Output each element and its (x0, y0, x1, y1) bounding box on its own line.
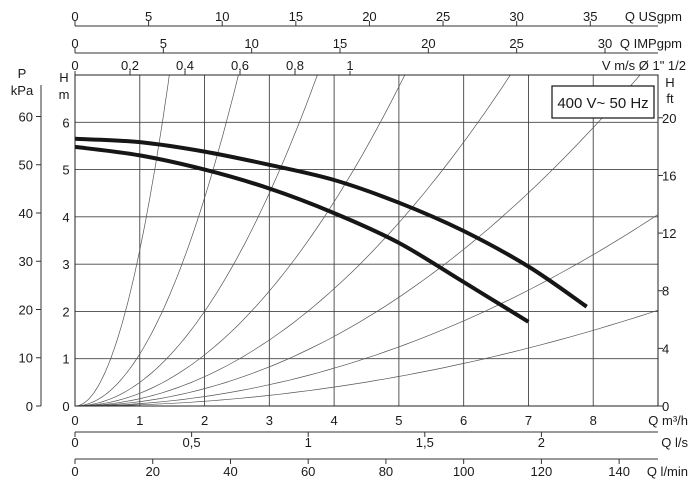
system-curve (74, 74, 406, 407)
q-usgpm-tick-label: 0 (71, 9, 78, 24)
q-lmin-tick-label: 80 (379, 464, 393, 479)
v-ms-tick-label: 0,8 (286, 58, 304, 73)
p-kpa-tick-label: 50 (19, 158, 33, 173)
system-curve (74, 74, 239, 407)
q-usgpm-axis-title: Q USgpm (625, 9, 682, 24)
q-m3h-tick-label: 2 (201, 413, 208, 428)
legend-box-label: 400 V~ 50 Hz (557, 95, 648, 112)
h-m-tick-label: 5 (62, 163, 69, 178)
q-m3h-tick-label: 8 (590, 413, 597, 428)
system-curve (74, 74, 170, 407)
q-impgpm-tick-label: 20 (421, 36, 435, 51)
h-m-tick-label: 2 (62, 304, 69, 319)
q-ls-tick-label: 2 (538, 435, 545, 450)
h-m-axis-unit: m (59, 87, 70, 102)
h-m-tick-label: 4 (62, 210, 69, 225)
h-ft-tick-label: 12 (662, 226, 676, 241)
pump-curve-2 (74, 144, 530, 324)
system-curves (74, 74, 659, 407)
h-m-tick-label: 3 (62, 257, 69, 272)
q-m3h-tick-label: 5 (395, 413, 402, 428)
system-curve (75, 309, 659, 407)
q-impgpm-tick-label: 25 (509, 36, 523, 51)
q-ls-axis-title: Q l/s (661, 435, 688, 450)
q-ls-tick-label: 1,5 (416, 435, 434, 450)
pump-curve-1 (74, 136, 588, 309)
q-impgpm-tick-label: 15 (333, 36, 347, 51)
q-m3h-axis-title: Q m³/h (648, 413, 688, 428)
q-lmin-tick-label: 20 (145, 464, 159, 479)
q-usgpm-tick-label: 35 (583, 9, 597, 24)
h-ft-tick-label: 4 (662, 341, 669, 356)
q-usgpm-tick-label: 5 (145, 9, 152, 24)
q-lmin-tick-label: 100 (453, 464, 475, 479)
q-impgpm-tick-label: 30 (598, 36, 612, 51)
v-ms-tick-label: 0,4 (176, 58, 194, 73)
q-usgpm-tick-label: 30 (509, 9, 523, 24)
q-lmin-tick-label: 60 (301, 464, 315, 479)
p-kpa-tick-label: 0 (26, 399, 33, 414)
p-kpa-axis-unit: kPa (11, 83, 34, 98)
p-kpa-axis-title: P (18, 66, 27, 81)
grid-lines (75, 75, 658, 406)
h-m-tick-label: 1 (62, 352, 69, 367)
q-impgpm-tick-label: 10 (244, 36, 258, 51)
q-lmin-tick-label: 0 (71, 464, 78, 479)
v-ms-tick-label: 1 (346, 58, 353, 73)
pump-curves (74, 136, 588, 324)
q-lmin-axis-title: Q l/min (647, 464, 688, 479)
h-m-tick-label: 0 (62, 399, 69, 414)
v-ms-tick-label: 0 (71, 58, 78, 73)
q-m3h-tick-label: 3 (266, 413, 273, 428)
p-kpa-tick-label: 30 (19, 254, 33, 269)
q-m3h-tick-label: 0 (71, 413, 78, 428)
p-kpa-tick-label: 10 (19, 351, 33, 366)
p-kpa-tick-label: 40 (19, 206, 33, 221)
h-ft-tick-label: 16 (662, 168, 676, 183)
q-lmin-tick-label: 120 (531, 464, 553, 479)
system-curve (74, 74, 318, 407)
h-ft-axis-title: H (665, 75, 674, 90)
h-ft-tick-label: 0 (662, 399, 669, 414)
q-usgpm-tick-label: 20 (362, 9, 376, 24)
h-ft-axis-unit: ft (666, 91, 674, 106)
q-ls-tick-label: 0,5 (183, 435, 201, 450)
q-ls-tick-label: 0 (71, 435, 78, 450)
plot-frame (74, 74, 659, 407)
q-m3h-tick-label: 6 (460, 413, 467, 428)
system-curve (74, 74, 641, 407)
h-m-axis-title: H (59, 70, 68, 85)
h-ft-tick-label: 8 (662, 284, 669, 299)
q-usgpm-tick-label: 15 (289, 9, 303, 24)
q-impgpm-tick-label: 0 (71, 36, 78, 51)
h-ft-tick-label: 20 (662, 111, 676, 126)
legend-box: 400 V~ 50 Hz (551, 85, 655, 119)
q-usgpm-tick-label: 25 (436, 9, 450, 24)
q-m3h-tick-label: 4 (330, 413, 337, 428)
system-curve (74, 214, 659, 407)
q-impgpm-axis-title: Q IMPgpm (620, 36, 682, 51)
q-ls-tick-label: 1 (305, 435, 312, 450)
system-curve (74, 74, 511, 407)
v-ms-tick-label: 0,2 (121, 58, 139, 73)
q-lmin-tick-label: 40 (223, 464, 237, 479)
q-m3h-tick-label: 7 (525, 413, 532, 428)
p-kpa-tick-label: 60 (19, 109, 33, 124)
q-m3h-tick-label: 1 (136, 413, 143, 428)
v-ms-axis-title: V m/s Ø 1" 1/2 (602, 58, 686, 73)
h-m-tick-label: 6 (62, 115, 69, 130)
p-kpa-tick-label: 20 (19, 302, 33, 317)
q-usgpm-tick-label: 10 (215, 9, 229, 24)
q-impgpm-tick-label: 5 (160, 36, 167, 51)
q-lmin-tick-label: 140 (608, 464, 630, 479)
v-ms-tick-label: 0,6 (231, 58, 249, 73)
